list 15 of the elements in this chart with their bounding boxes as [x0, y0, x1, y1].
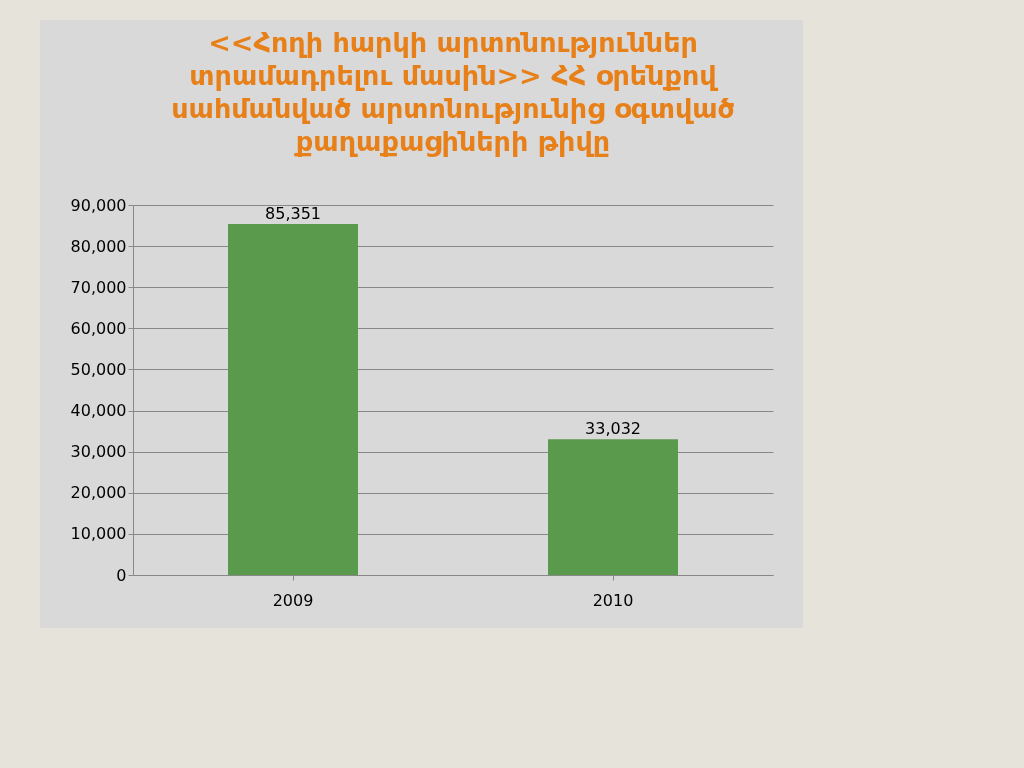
y-tick-label: 10,000 — [70, 524, 127, 544]
y-tick-label: 20,000 — [70, 483, 127, 503]
data-label: 33,032 — [585, 419, 641, 439]
y-tick-label: 60,000 — [70, 318, 127, 338]
x-tick-label: 2010 — [592, 590, 634, 610]
y-tick-label: 0 — [116, 565, 127, 585]
y-tick-label: 70,000 — [70, 277, 127, 297]
x-tick-label: 2009 — [272, 590, 314, 610]
y-tick-label: 30,000 — [70, 442, 127, 462]
y-tick-label: 50,000 — [70, 359, 127, 379]
y-tick-label: 40,000 — [70, 401, 127, 421]
y-tick-label: 80,000 — [70, 236, 127, 256]
chart-title: <<Հողի հարկի արտոնություններ տրամադրելու մասին>> ՀՀ օրենքով սահմանված արտոնությունից օգտված քաղաքացիների թիվը — [171, 27, 735, 157]
y-tick-label: 90,000 — [70, 195, 127, 215]
data-label: 85,351 — [265, 204, 321, 224]
